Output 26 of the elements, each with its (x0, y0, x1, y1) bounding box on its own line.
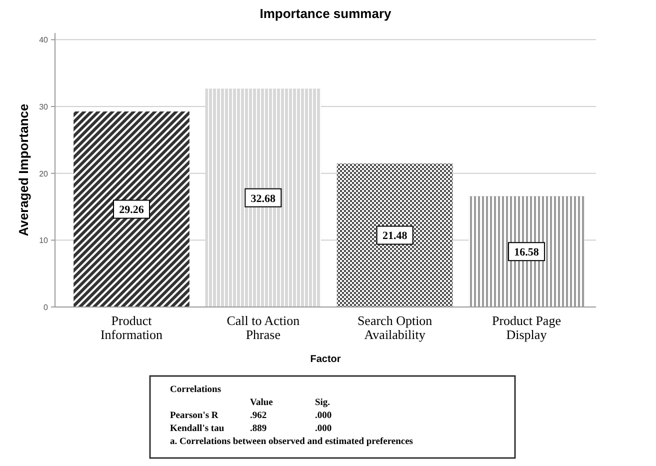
y-tick-label: 30 (39, 102, 49, 112)
y-tick-label: 0 (44, 303, 49, 312)
text: .889 (250, 424, 267, 434)
x-tick-label: Product Page Display (492, 313, 562, 342)
x-tick-label: Call to Action Phrase (226, 313, 300, 342)
x-axis-title: Factor (310, 354, 341, 365)
x-tick-label: Search Option Availability (357, 313, 433, 342)
data-label: 32.68 (250, 192, 276, 205)
y-tick-label: 20 (39, 169, 49, 178)
data-label: 29.26 (119, 204, 144, 216)
x-tick-label: Product Information (100, 313, 164, 342)
text: a. Correlations between observed and estimated preferences (170, 437, 414, 447)
text: Correlations (170, 385, 222, 395)
text: .000 (315, 424, 332, 434)
y-tick-label: 40 (39, 36, 49, 45)
data-label: 16.58 (514, 246, 540, 259)
text: Value (250, 398, 273, 408)
text: .962 (250, 411, 267, 421)
y-tick-label: 10 (39, 236, 49, 246)
text: Sig. (315, 398, 330, 408)
text: Kendall's tau (170, 424, 225, 434)
chart-title: Importance summary (260, 6, 392, 21)
text: .000 (315, 411, 332, 421)
data-label: 21.48 (382, 230, 408, 242)
y-axis-title: Averaged Importance (16, 104, 31, 236)
text: Pearson's R (170, 411, 218, 421)
